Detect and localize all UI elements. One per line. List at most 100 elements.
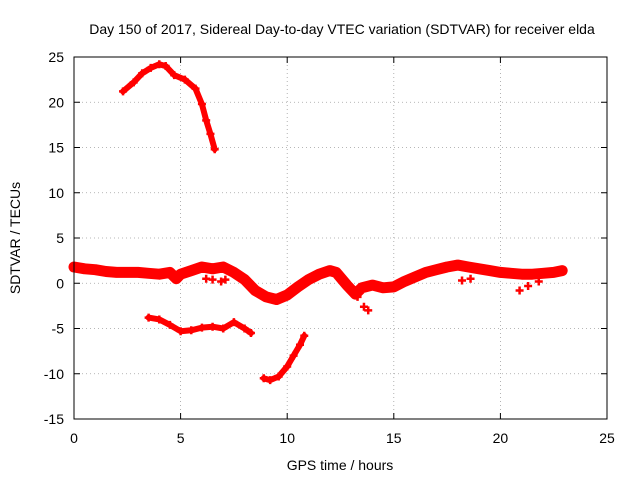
data-point [155, 315, 164, 324]
data-point [206, 129, 215, 138]
data-point [219, 262, 228, 271]
x-tick-label: 0 [70, 430, 78, 446]
data-point [101, 267, 110, 276]
data-point [246, 329, 255, 338]
data-point [274, 372, 283, 381]
data-point [293, 282, 302, 291]
data-point [161, 62, 170, 71]
x-tick-label: 10 [279, 430, 295, 446]
y-tick-label: -10 [44, 366, 64, 382]
data-point [187, 326, 196, 335]
data-point [259, 374, 268, 383]
data-point [133, 268, 142, 277]
data-point [432, 265, 441, 274]
data-point [146, 63, 155, 72]
data-point [112, 268, 121, 277]
data-point [155, 270, 164, 279]
data-point [144, 269, 153, 278]
y-tick-label: 10 [48, 185, 64, 201]
data-point [80, 264, 89, 273]
data-point [170, 71, 179, 80]
data-point [325, 266, 334, 275]
data-point [304, 275, 313, 284]
data-point [210, 145, 219, 154]
data-point [289, 351, 298, 360]
data-point [524, 281, 533, 290]
data-point [251, 286, 260, 295]
x-axis-ticks: 0 5 10 15 20 25 [70, 57, 615, 446]
data-point [528, 270, 537, 279]
data-point [295, 340, 304, 349]
data-point [155, 60, 164, 69]
data-point [558, 266, 567, 275]
y-tick-label: 20 [48, 94, 64, 110]
data-point [368, 281, 377, 290]
data-point [240, 324, 249, 333]
data-point [507, 269, 516, 278]
data-point [221, 275, 230, 284]
data-point [191, 84, 200, 93]
data-point [197, 323, 206, 332]
data-point [379, 283, 388, 292]
data-point [458, 276, 467, 285]
data-point [466, 274, 475, 283]
series-dip-arc [259, 331, 309, 385]
data-point [300, 331, 309, 340]
data-point [187, 266, 196, 275]
y-tick-label: 15 [48, 140, 64, 156]
data-point [443, 262, 452, 271]
data-point [534, 277, 543, 286]
y-tick-label: 25 [48, 49, 64, 65]
data-point [219, 324, 228, 333]
data-point [453, 261, 462, 270]
data-point [208, 322, 217, 331]
data-series [68, 60, 568, 385]
plot-frame [73, 56, 608, 420]
series-extra-segments [202, 274, 543, 315]
data-point [119, 87, 128, 96]
series-high-arc [119, 60, 219, 154]
data-point [91, 265, 100, 274]
data-point [240, 275, 249, 284]
data-point [229, 318, 238, 327]
data-point [485, 266, 494, 275]
data-point [359, 302, 368, 311]
chart-title: Day 150 of 2017, Sidereal Day-to-day VTE… [89, 21, 595, 37]
data-point [357, 283, 366, 292]
data-point [138, 69, 147, 78]
y-tick-label: -5 [52, 321, 65, 337]
data-point [539, 269, 548, 278]
data-point [421, 268, 430, 277]
y-tick-label: -15 [44, 411, 64, 427]
y-tick-label: 5 [56, 230, 64, 246]
data-point [144, 313, 153, 322]
data-point [129, 78, 138, 87]
data-point [283, 291, 292, 300]
y-axis-ticks: -15 -10 -5 0 5 10 15 20 25 [44, 49, 607, 427]
data-point [342, 281, 351, 290]
data-point [364, 306, 373, 315]
data-point [217, 277, 226, 286]
data-point [202, 116, 211, 125]
data-point [315, 270, 324, 279]
data-point [123, 268, 132, 277]
data-point [165, 268, 174, 277]
data-point [229, 268, 238, 277]
data-point [172, 274, 181, 283]
data-point [389, 282, 398, 291]
data-point [283, 362, 292, 371]
data-point [266, 376, 275, 385]
data-point [261, 292, 270, 301]
data-point [353, 292, 362, 301]
data-point [197, 262, 206, 271]
data-point [180, 75, 189, 84]
x-tick-label: 25 [599, 430, 615, 446]
data-point [475, 264, 484, 273]
data-point [549, 268, 558, 277]
data-point [208, 275, 217, 284]
y-tick-label: 0 [56, 275, 64, 291]
data-point [208, 264, 217, 273]
data-point [464, 262, 473, 271]
data-point [496, 268, 505, 277]
